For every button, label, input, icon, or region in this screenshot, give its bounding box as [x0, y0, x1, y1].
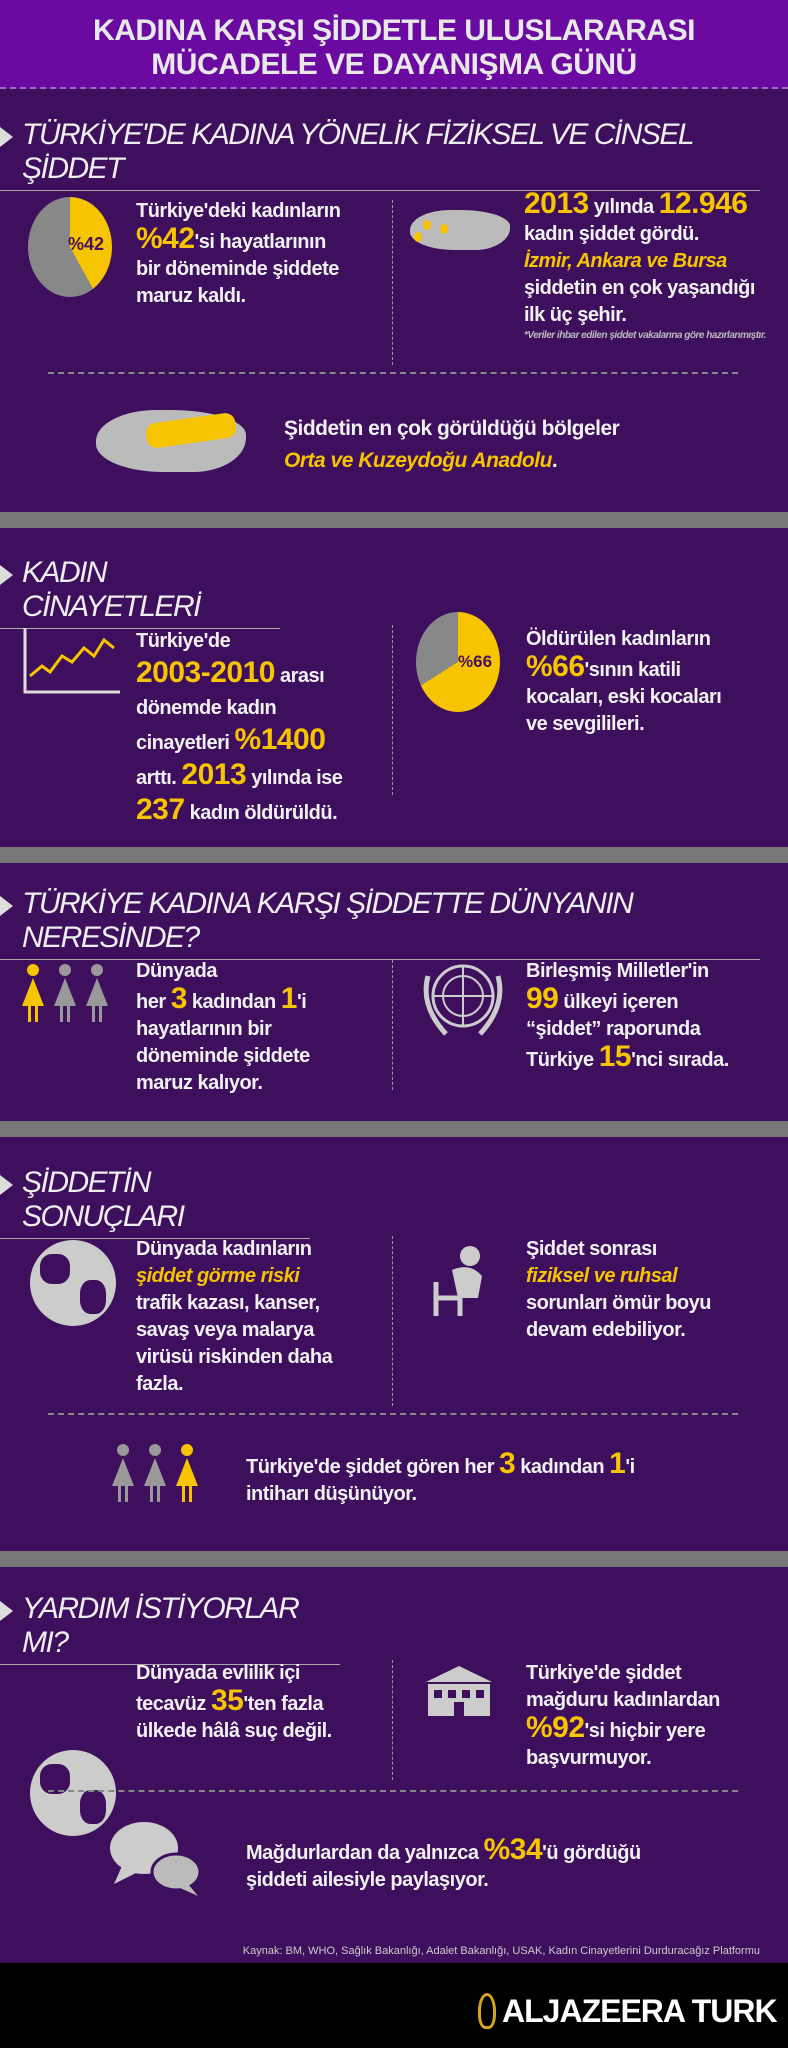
one-in-three-text: Dünyada her 3 kadından 1'i hayatlarının …: [136, 960, 310, 1094]
section-title-consequences: ŞİDDETİN SONUÇLARI: [0, 1166, 310, 1239]
suicide-text: Türkiye'de şiddet gören her 3 kadından 1…: [246, 1447, 635, 1506]
title-line-2: MÜCADELE VE DAYANIŞMA GÜNÜ: [151, 48, 637, 81]
speech-bubbles-icon: [110, 1822, 202, 1896]
pie-chart-42: [28, 197, 112, 297]
stat-42-text: Türkiye'deki kadınların %42'si hayatları…: [136, 200, 341, 307]
turkey-map-icon: [410, 210, 510, 250]
section-title-femicide: KADIN CİNAYETLERİ: [0, 556, 280, 629]
un-report-text: Birleşmiş Milletler'in 99 ülkeyi içeren …: [526, 960, 729, 1073]
footer: ALJAZEERA TURK: [0, 1963, 788, 2048]
globe-icon: [30, 1750, 116, 1836]
header: KADINA KARŞI ŞİDDETLE ULUSLARARASI MÜCAD…: [0, 0, 788, 89]
divider: [392, 1236, 393, 1406]
pie-label: %42: [68, 234, 105, 254]
health-text: Şiddet sonrası fiziksel ve ruhsal sorunla…: [526, 1238, 711, 1341]
divider: [48, 1413, 738, 1415]
divider: [392, 1660, 393, 1780]
divider: [392, 200, 393, 365]
divider: [48, 1790, 738, 1792]
regions-text: Şiddetin en çok görüldüğü bölgeler Orta …: [284, 417, 620, 472]
marital-rape-text: Dünyada evlilik içi tecavüz 35'ten fazla…: [136, 1662, 332, 1742]
section-title-seeking-help: YARDIM İSTİYORLAR MI?: [0, 1592, 340, 1665]
section-separator: [0, 1551, 788, 1567]
source-text: Kaynak: BM, WHO, Sağlık Bakanlığı, Adale…: [242, 1945, 760, 1957]
family-share-text: Mağdurlardan da yalnızca %34'ü gördüğü ş…: [246, 1833, 641, 1892]
section-separator: [0, 1121, 788, 1137]
stat-2013-text: 2013 yılında 12.946 kadın şiddet gördü. …: [524, 187, 766, 342]
risk-text: Dünyada kadınların şiddet görme riski tra…: [136, 1238, 333, 1395]
divider: [392, 625, 393, 795]
aljazeera-logo-icon: [478, 1993, 496, 2029]
line-chart-icon: [23, 628, 120, 694]
women-figures-icon: [112, 1444, 208, 1507]
turkey-region-map-icon: [96, 410, 246, 472]
section-separator: [0, 512, 788, 528]
section-title-physical-violence: TÜRKİYE'DE KADINA YÖNELİK FİZİKSEL VE Cİ…: [0, 118, 760, 191]
section-separator: [0, 847, 788, 863]
section-title-world: TÜRKİYE KADINA KARŞI ŞİDDETTE DÜNYANIN N…: [0, 887, 760, 960]
pie-label: %66: [458, 652, 493, 671]
government-building-icon: [426, 1666, 492, 1716]
brand-logo: ALJAZEERA TURK: [502, 1993, 778, 2029]
no-report-text: Türkiye'de şiddet mağduru kadınlardan %92…: [526, 1662, 720, 1769]
divider: [48, 372, 738, 374]
title-line-1: KADINA KARŞI ŞİDDETLE ULUSLARARASI: [93, 14, 695, 47]
globe-icon: [30, 1240, 116, 1326]
distressed-woman-icon: [433, 1246, 482, 1316]
un-emblem-icon: [423, 964, 503, 1036]
stat-66-text: Öldürülen kadınların %66'sının katili ko…: [526, 628, 722, 735]
women-figures-icon: [22, 964, 118, 1027]
femicide-increase-text: Türkiye'de 2003-2010 arası dönemde kadın…: [136, 630, 343, 826]
pie-chart-66: [416, 612, 500, 712]
divider: [392, 960, 393, 1090]
